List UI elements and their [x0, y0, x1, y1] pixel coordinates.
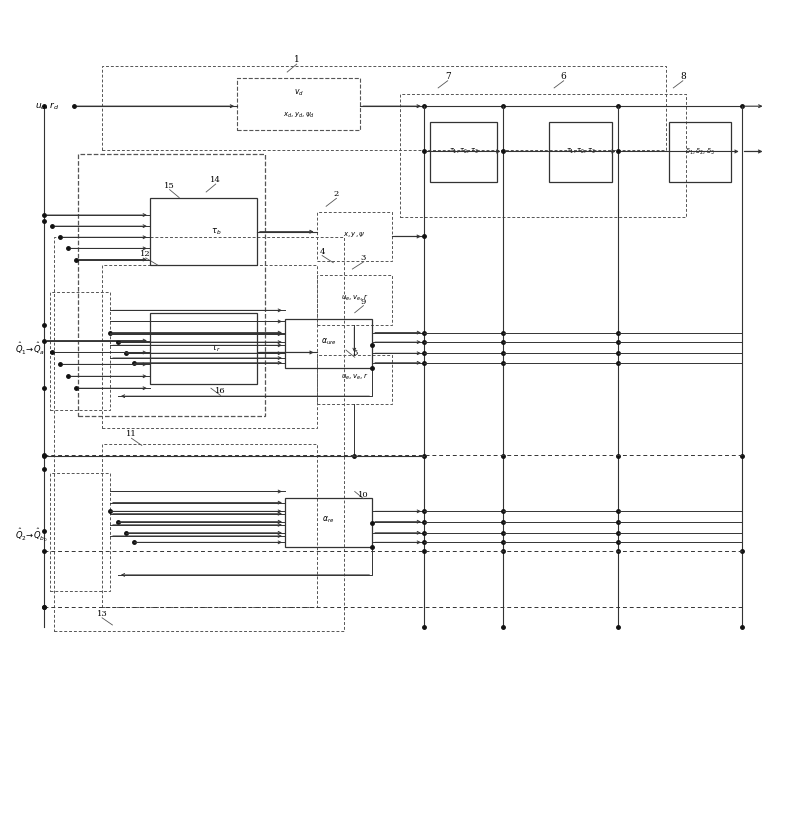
Text: 8: 8 — [680, 71, 686, 81]
Text: $\alpha_{ure}$: $\alpha_{ure}$ — [321, 336, 336, 347]
Text: 2: 2 — [334, 191, 339, 198]
Text: $u_e, v_e, r$: $u_e, v_e, r$ — [341, 292, 368, 302]
Bar — [285, 498, 372, 547]
Bar — [78, 154, 265, 416]
Bar — [150, 312, 257, 384]
Text: 10: 10 — [358, 491, 369, 499]
Text: $\tau_1, \tau_2, \tau_3$: $\tau_1, \tau_2, \tau_3$ — [566, 147, 595, 156]
Text: $\tau_r$: $\tau_r$ — [211, 344, 221, 354]
Text: $\tau_1, \tau_2, \tau_3$: $\tau_1, \tau_2, \tau_3$ — [449, 147, 478, 156]
Text: $x_d, y_d, \psi_d$: $x_d, y_d, \psi_d$ — [282, 111, 314, 120]
Text: 11: 11 — [126, 430, 137, 438]
Text: $\hat{Q}_2 \!\rightarrow\! \hat{Q}_{b_0}$: $\hat{Q}_2 \!\rightarrow\! \hat{Q}_{b_0}… — [15, 527, 49, 543]
Text: $\hat{Q}_1 \!\rightarrow\! \hat{Q}_a$: $\hat{Q}_1 \!\rightarrow\! \hat{Q}_a$ — [15, 340, 46, 356]
Text: 3: 3 — [361, 254, 366, 262]
Text: 9: 9 — [361, 297, 366, 306]
Bar — [102, 444, 317, 606]
Text: 7: 7 — [445, 71, 450, 81]
Text: 15: 15 — [164, 181, 175, 190]
Bar — [317, 354, 392, 404]
Text: 13: 13 — [97, 610, 107, 617]
Bar — [102, 66, 666, 150]
Text: 5: 5 — [352, 349, 358, 357]
Bar — [150, 197, 257, 265]
Text: 1: 1 — [294, 55, 299, 64]
Bar — [550, 122, 612, 181]
Text: 16: 16 — [215, 387, 226, 396]
Text: $u_d, r_d$: $u_d, r_d$ — [34, 101, 59, 112]
Text: $\tau_b$: $\tau_b$ — [211, 226, 222, 237]
Text: $x, y, \psi$: $x, y, \psi$ — [343, 229, 366, 239]
Bar — [317, 212, 392, 261]
Bar — [669, 122, 731, 181]
Bar — [285, 319, 372, 369]
Bar — [430, 122, 497, 181]
Text: 12: 12 — [141, 250, 151, 258]
Text: 6: 6 — [561, 71, 566, 81]
Text: $\alpha_{re}$: $\alpha_{re}$ — [322, 515, 334, 525]
Bar — [237, 78, 360, 130]
Bar — [50, 473, 110, 591]
Bar — [102, 265, 317, 428]
Text: 4: 4 — [319, 248, 325, 255]
Bar — [50, 292, 110, 410]
Bar — [317, 276, 392, 325]
Text: $\delta_1, \delta_2, \delta_3$: $\delta_1, \delta_2, \delta_3$ — [685, 147, 715, 157]
Bar — [54, 237, 344, 631]
Text: 14: 14 — [210, 176, 221, 184]
Text: $u_e, v_e, r$: $u_e, v_e, r$ — [341, 372, 368, 382]
Text: $v_d$: $v_d$ — [294, 87, 304, 98]
Bar — [400, 94, 686, 218]
